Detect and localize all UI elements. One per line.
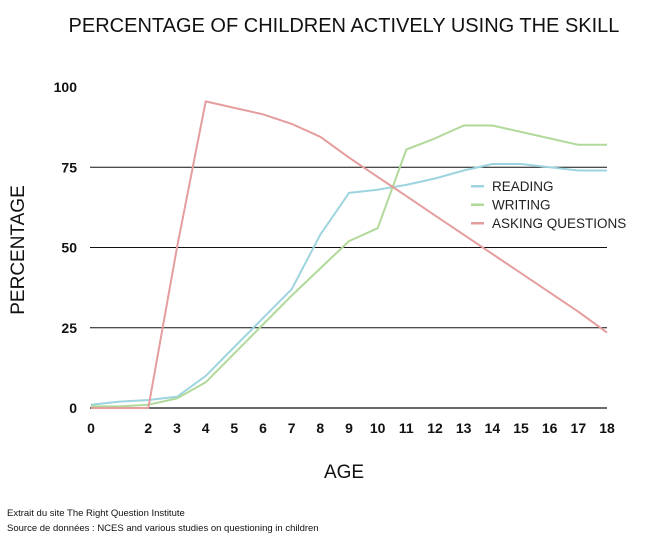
x-tick-15: 15 [513, 420, 529, 436]
chart-title: PERCENTAGE OF CHILDREN ACTIVELY USING TH… [69, 15, 620, 37]
y-axis-label: PERCENTAGE [8, 185, 29, 315]
series-lines [90, 100, 608, 409]
x-tick-10: 10 [370, 420, 386, 436]
x-tick-11: 11 [399, 420, 414, 436]
credits: Extrait du site The Right Question Insti… [7, 506, 319, 536]
x-tick-8: 8 [316, 420, 324, 436]
x-tick-3: 3 [173, 420, 181, 436]
x-tick-16: 16 [542, 420, 558, 436]
x-axis-label: AGE [324, 462, 364, 483]
x-tick-0: 0 [87, 420, 95, 436]
legend-label-reading: READING [492, 179, 554, 194]
y-tick-25: 25 [61, 320, 77, 336]
y-tick-0: 0 [69, 400, 77, 416]
x-tick-12: 12 [427, 420, 443, 436]
credits-source-site: Extrait du site The Right Question Insti… [7, 508, 185, 519]
x-tick-17: 17 [571, 420, 587, 436]
x-tick-4: 4 [202, 420, 210, 436]
y-tick-labels: 0 25 50 75 100 [54, 79, 78, 416]
legend-item-asking-questions: ASKING QUESTIONS [471, 216, 626, 231]
y-tick-50: 50 [61, 240, 77, 256]
series-line-asking-questions [91, 100, 608, 409]
x-tick-labels: 0 2 3 4 5 6 7 8 9 10 11 12 13 14 15 16 17 18 [87, 420, 615, 436]
legend-item-reading: READING [471, 179, 554, 194]
x-tick-18: 18 [599, 420, 615, 436]
legend-label-asking-questions: ASKING QUESTIONS [492, 216, 626, 231]
legend-item-writing: WRITING [471, 198, 551, 213]
x-tick-14: 14 [485, 420, 501, 436]
legend-swatch-writing [471, 203, 484, 206]
x-tick-5: 5 [230, 420, 238, 436]
y-tick-75: 75 [61, 159, 77, 175]
series-line-writing [91, 124, 607, 408]
legend: READING WRITING ASKING QUESTIONS [471, 179, 626, 231]
x-tick-13: 13 [456, 420, 472, 436]
x-tick-2: 2 [144, 420, 152, 436]
legend-swatch-asking-questions [471, 222, 484, 225]
x-tick-7: 7 [288, 420, 296, 436]
credits-data-source: Source de données : NCES and various stu… [7, 523, 319, 534]
x-tick-9: 9 [345, 420, 353, 436]
y-tick-100: 100 [54, 79, 78, 95]
x-tick-6: 6 [259, 420, 267, 436]
series-line-reading [90, 163, 607, 406]
legend-swatch-reading [471, 185, 484, 188]
legend-label-writing: WRITING [492, 198, 551, 213]
